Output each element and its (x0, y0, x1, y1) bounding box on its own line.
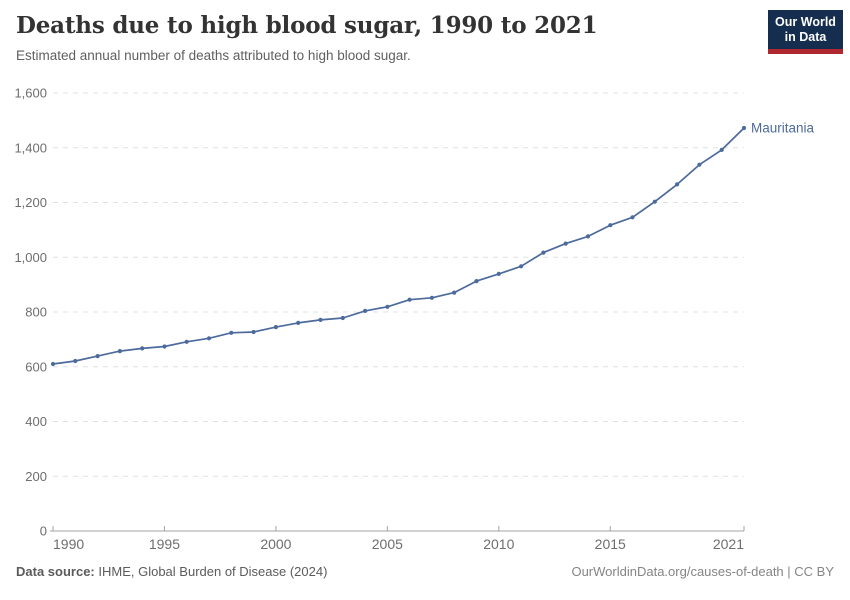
data-point (117, 349, 122, 354)
y-axis-tick-label: 0 (40, 524, 47, 539)
data-point (541, 250, 546, 255)
data-point (206, 336, 212, 341)
x-axis-tick-label: 1995 (149, 536, 180, 552)
data-point (363, 308, 368, 313)
y-axis-tick-label: 1,400 (14, 140, 47, 155)
page-title: Deaths due to high blood sugar, 1990 to … (16, 12, 598, 39)
data-point (385, 304, 390, 309)
data-point (741, 125, 747, 131)
y-axis-tick-label: 600 (25, 359, 47, 374)
data-source-label: Data source: (16, 564, 95, 579)
data-point (251, 329, 256, 335)
data-point (273, 325, 278, 330)
data-point (652, 199, 657, 204)
entity-label: Mauritania (751, 121, 815, 136)
owid-logo-line1: Our World (775, 15, 836, 29)
y-axis-tick-label: 200 (25, 469, 47, 484)
data-point (630, 215, 635, 220)
data-point (95, 354, 100, 359)
data-point (429, 295, 434, 300)
data-point (140, 346, 145, 351)
x-axis-tick-label: 2005 (372, 536, 403, 552)
y-axis-tick-label: 1,600 (14, 86, 47, 101)
x-axis-tick-label: 2015 (595, 536, 626, 552)
data-source-text: IHME, Global Burden of Disease (2024) (98, 564, 328, 579)
data-point (184, 339, 189, 344)
data-point (229, 330, 234, 335)
data-point (73, 358, 78, 364)
x-axis-tick-label: 2021 (713, 536, 744, 552)
data-point (50, 361, 56, 367)
data-point (474, 279, 479, 284)
y-axis-tick-label: 800 (25, 305, 47, 320)
data-point (496, 271, 501, 276)
chart-header: Deaths due to high blood sugar, 1990 to … (16, 12, 760, 63)
x-axis-tick-label: 2000 (260, 536, 291, 552)
y-axis-tick-label: 400 (25, 414, 47, 429)
data-point (585, 234, 591, 239)
data-point (697, 162, 702, 167)
data-point (162, 344, 167, 349)
page-subtitle: Estimated annual number of deaths attrib… (16, 48, 411, 63)
data-point (519, 264, 524, 269)
y-axis-tick-label: 1,200 (14, 195, 47, 210)
data-point (608, 223, 613, 228)
series-line (52, 127, 745, 365)
data-point (563, 241, 568, 246)
owid-logo-line2: in Data (784, 30, 827, 44)
data-source: Data source: IHME, Global Burden of Dise… (16, 564, 327, 579)
data-point (452, 290, 457, 295)
data-point (407, 297, 412, 302)
x-axis-tick-label: 2010 (483, 536, 514, 552)
data-point (719, 147, 724, 152)
data-point (296, 320, 301, 325)
x-axis-tick-label: 1990 (53, 536, 84, 552)
data-point (675, 182, 680, 187)
owid-logo: Our World in Data (768, 10, 843, 54)
chart-footer: Data source: IHME, Global Burden of Dise… (16, 564, 834, 579)
data-point (318, 317, 323, 322)
data-point (340, 315, 345, 321)
y-axis-tick-label: 1,000 (14, 250, 47, 265)
owid-url-link[interactable]: OurWorldinData.org/causes-of-death | CC … (571, 564, 834, 579)
